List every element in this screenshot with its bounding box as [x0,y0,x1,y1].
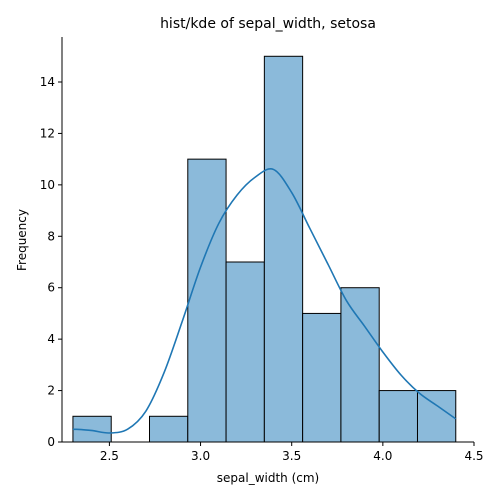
y-tick-label: 12 [40,126,55,140]
y-ticks: 0 2 4 6 8 10 12 14 [40,75,62,449]
x-tick-label: 4.0 [373,449,392,463]
x-tick-label: 3.0 [191,449,210,463]
axes-group [61,37,474,443]
y-tick-label: 6 [47,281,55,295]
x-tick-label: 3.5 [282,449,301,463]
y-tick-label: 0 [47,435,55,449]
x-axis-label: sepal_width (cm) [217,471,319,485]
x-tick-label: 2.5 [100,449,119,463]
x-ticks: 2.5 3.0 3.5 4.0 4.5 [100,442,484,463]
histogram-bar [187,158,227,443]
x-tick-label: 4.5 [464,449,483,463]
y-tick-label: 14 [40,75,55,89]
y-tick-label: 4 [47,332,55,346]
bars-group [72,55,457,443]
histogram-bar [149,415,189,443]
chart-title: hist/kde of sepal_width, setosa [160,16,376,32]
histogram-bar [378,390,418,443]
y-axis-label: Frequency [15,209,29,271]
histogram-bar [263,55,304,443]
y-tick-label: 10 [40,178,55,192]
histogram-bar [416,390,457,443]
kde-line [72,168,457,434]
y-tick-label: 8 [47,229,55,243]
histogram-bar [340,287,380,443]
histogram-bar [225,261,265,443]
y-tick-label: 2 [47,384,55,398]
histogram-bar [302,312,342,443]
